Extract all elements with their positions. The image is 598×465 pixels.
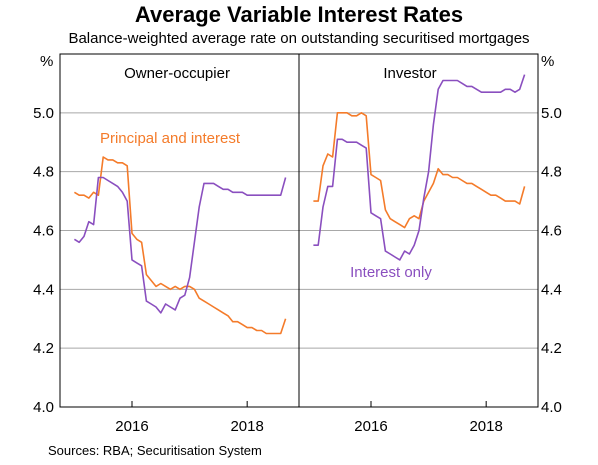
chart-title: Average Variable Interest Rates	[134, 2, 464, 27]
y-tick-label-left: 4.8	[33, 164, 54, 181]
y-tick-label-right: 4.6	[541, 223, 562, 240]
panel-label: Owner-occupier	[124, 65, 230, 82]
y-tick-label-right: 4.2	[541, 340, 562, 357]
chart-frame	[59, 53, 539, 408]
x-tick-label: 2016	[354, 418, 387, 435]
y-tick-label-left: 4.6	[33, 223, 54, 240]
interest-only-line-owner-occupier	[73, 176, 287, 314]
x-tick-label: 2018	[469, 418, 502, 435]
series-annotation: Interest only	[350, 264, 432, 281]
chart-subtitle: Balance-weighted average rate on outstan…	[68, 30, 530, 47]
unit-label-right: %	[541, 53, 554, 70]
panel-label: Investor	[383, 65, 436, 82]
x-tick-label: 2018	[230, 418, 263, 435]
series-annotation: Principal and interest	[100, 130, 241, 147]
source-note: Sources: RBA; Securitisation System	[48, 443, 262, 458]
principal-and-interest-line-owner-occupier	[73, 156, 287, 335]
unit-label-left: %	[40, 53, 53, 70]
series-lines	[73, 74, 526, 335]
y-tick-label-left: 4.2	[33, 340, 54, 357]
y-tick-label-right: 5.0	[541, 105, 562, 122]
interest-only-line-investor	[313, 74, 526, 261]
y-tick-label-left: 4.4	[33, 281, 54, 298]
chart-labels: 4.0 4.0 4.2 4.2 4.4 4.4 4.6 4.6 4.8 4.8 5.0 5.0% % 20…	[33, 53, 562, 435]
y-tick-label-left: 5.0	[33, 105, 54, 122]
x-tick-label: 2016	[115, 418, 148, 435]
y-tick-label-right: 4.8	[541, 164, 562, 181]
y-tick-label-right: 4.0	[541, 399, 562, 416]
y-tick-label-right: 4.4	[541, 281, 562, 298]
y-tick-label-left: 4.0	[33, 399, 54, 416]
principal-and-interest-line-investor	[313, 112, 526, 229]
